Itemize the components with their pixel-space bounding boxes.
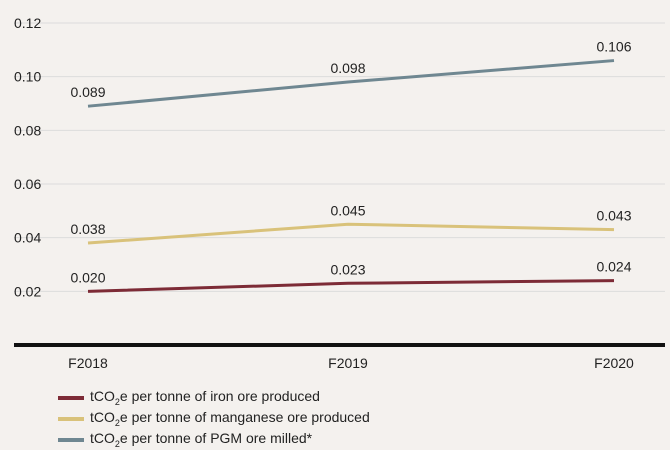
legend-swatch-manganese	[58, 416, 84, 421]
legend-label-pgm: tCO2e per tonne of PGM ore milled*	[90, 430, 313, 449]
data-label-pgm: 0.089	[70, 84, 105, 100]
series-line-iron	[87, 279, 615, 293]
y-tick-label: 0.06	[14, 176, 41, 192]
data-label-iron: 0.023	[330, 261, 365, 277]
data-label-manganese: 0.038	[70, 221, 105, 237]
series-lines	[87, 59, 615, 293]
grid-lines	[14, 22, 665, 292]
x-tick-label: F2019	[328, 355, 368, 371]
y-tick-label: 0.02	[14, 283, 41, 299]
x-axis-labels: F2018 F2019 F2020	[68, 355, 634, 371]
legend-swatch-pgm	[58, 437, 84, 442]
x-tick-label: F2020	[594, 355, 634, 371]
data-labels: 0.089 0.098 0.106 0.038 0.045 0.043 0.020 0.023…	[70, 39, 631, 286]
legend-label-iron: tCO2e per tonne of iron ore produced	[90, 388, 320, 407]
data-label-pgm: 0.098	[330, 60, 365, 76]
y-tick-label: 0.12	[14, 15, 41, 31]
legend: tCO2e per tonne of iron ore produced tCO…	[58, 387, 370, 450]
series-line-manganese	[87, 222, 615, 245]
data-label-iron: 0.020	[70, 269, 105, 285]
x-tick-label: F2018	[68, 355, 108, 371]
y-tick-label: 0.10	[14, 69, 41, 85]
data-label-pgm: 0.106	[596, 39, 631, 55]
y-tick-label: 0.08	[14, 122, 41, 138]
legend-item-pgm: tCO2e per tonne of PGM ore milled*	[58, 429, 370, 450]
data-label-manganese: 0.043	[596, 208, 631, 224]
data-label-manganese: 0.045	[330, 202, 365, 218]
legend-label-manganese: tCO2e per tonne of manganese ore produce…	[90, 409, 370, 428]
legend-swatch-iron	[58, 395, 84, 400]
legend-item-iron: tCO2e per tonne of iron ore produced	[58, 387, 370, 408]
legend-item-manganese: tCO2e per tonne of manganese ore produce…	[58, 408, 370, 429]
series-line-pgm	[87, 59, 615, 108]
y-tick-label: 0.04	[14, 230, 41, 246]
y-axis-labels: 0.02 0.04 0.06 0.08 0.10 0.12	[14, 15, 41, 299]
data-label-iron: 0.024	[596, 259, 631, 275]
